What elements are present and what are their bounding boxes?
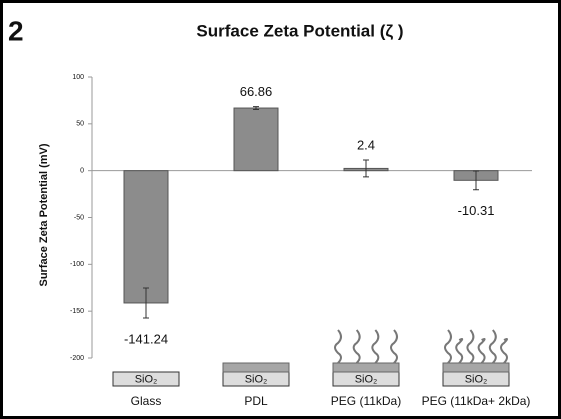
y-tick-label: -150 — [70, 308, 84, 315]
value-label: -141.24 — [124, 331, 168, 346]
coating-layer — [333, 363, 399, 372]
bar — [124, 171, 168, 303]
substrate-label: SiO₂ — [355, 373, 378, 385]
y-tick-label: -200 — [70, 355, 84, 362]
substrate-label: SiO₂ — [135, 373, 158, 385]
y-axis-label: Surface Zeta Potential (mV) — [38, 143, 50, 286]
chart-title: Surface Zeta Potential (ζ ) — [196, 21, 403, 40]
value-label: -10.31 — [458, 203, 495, 218]
coating-layer — [223, 363, 289, 372]
y-tick-label: 100 — [72, 74, 84, 81]
chart: 2 Surface Zeta Potential (ζ ) Surface Ze… — [0, 0, 561, 419]
x-tick-label: PDL — [244, 394, 268, 408]
x-tick-label: PEG (11kDa+ 2kDa) — [422, 394, 531, 408]
coating-layer — [443, 363, 509, 372]
value-label: 2.4 — [357, 137, 375, 152]
value-label: 66.86 — [240, 84, 273, 99]
y-tick-label: 50 — [76, 121, 84, 128]
y-tick-label: 0 — [80, 168, 84, 175]
y-tick-label: -50 — [74, 214, 84, 221]
y-tick-label: -100 — [70, 261, 84, 268]
x-tick-label: Glass — [131, 394, 162, 408]
panel-label: 2 — [8, 15, 24, 46]
substrate-label: SiO₂ — [245, 373, 268, 385]
bar — [234, 108, 278, 171]
x-tick-label: PEG (11kDa) — [331, 394, 401, 408]
substrate-label: SiO₂ — [465, 373, 488, 385]
